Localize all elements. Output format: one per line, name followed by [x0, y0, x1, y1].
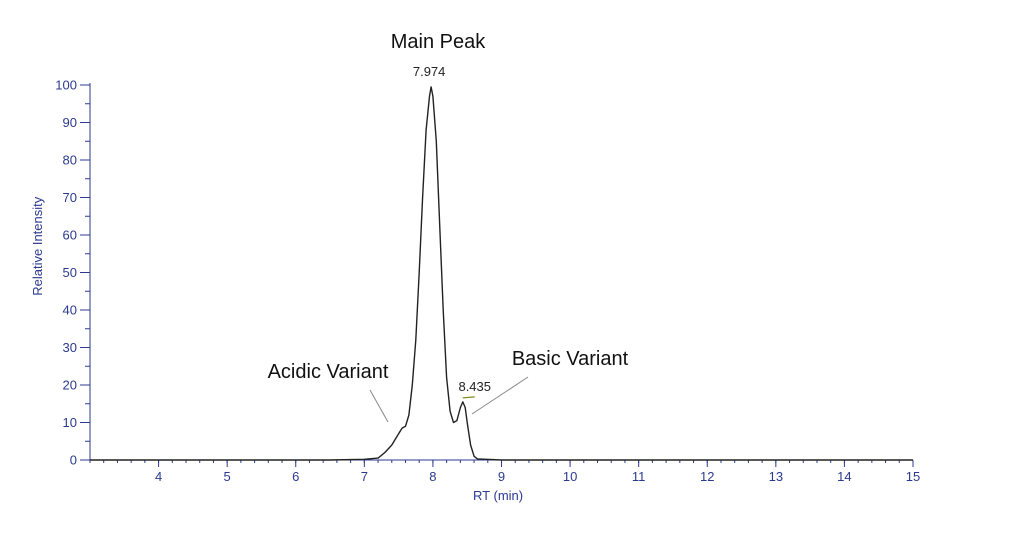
y-tick-label: 40: [63, 303, 77, 318]
y-tick-label: 20: [63, 378, 77, 393]
y-tick-label: 70: [63, 190, 77, 205]
chromatogram-trace: [90, 86, 913, 461]
x-tick-label: 8: [429, 469, 436, 484]
annotation-main-peak: Main Peak: [391, 31, 486, 53]
y-tick-label: 80: [63, 153, 77, 168]
x-tick-label: 4: [155, 469, 162, 484]
peak-labels: 7.974 8.435: [413, 64, 491, 399]
y-tick-label: 50: [63, 265, 77, 280]
x-tick-label: 6: [292, 469, 299, 484]
peak-label: 8.435: [458, 379, 491, 394]
x-tick-label: 5: [224, 469, 231, 484]
x-tick-label: 12: [700, 469, 714, 484]
y-axis-title: Relative Intensity: [30, 196, 45, 295]
x-tick-label: 14: [837, 469, 851, 484]
y-tick-label: 30: [63, 340, 77, 355]
y-tick-label: 100: [55, 78, 77, 93]
annotation-basic-variant: Basic Variant: [512, 348, 629, 370]
x-tick-label: 7: [361, 469, 368, 484]
y-tick-label: 10: [63, 415, 77, 430]
y-tick-label: 0: [70, 453, 77, 468]
annotation-acidic-variant: Acidic Variant: [268, 361, 389, 383]
y-ticks: 0 10 20 30 40 50 60 70 80 90 100: [55, 78, 90, 468]
x-tick-label: 13: [769, 469, 783, 484]
peak-label: 7.974: [413, 64, 446, 79]
x-tick-label: 15: [906, 469, 920, 484]
x-tick-label: 10: [563, 469, 577, 484]
leader-line-basic: [471, 376, 529, 415]
leader-line-acidic: [369, 389, 389, 423]
x-tick-label: 11: [632, 469, 646, 484]
x-tick-label: 9: [498, 469, 505, 484]
x-axis-title: RT (min): [473, 488, 523, 503]
peak-marker: [462, 396, 475, 399]
x-ticks: 4 5 6 7 8 9 10 11 12 13 14 15: [155, 460, 920, 484]
y-tick-label: 90: [63, 115, 77, 130]
y-tick-label: 60: [63, 228, 77, 243]
